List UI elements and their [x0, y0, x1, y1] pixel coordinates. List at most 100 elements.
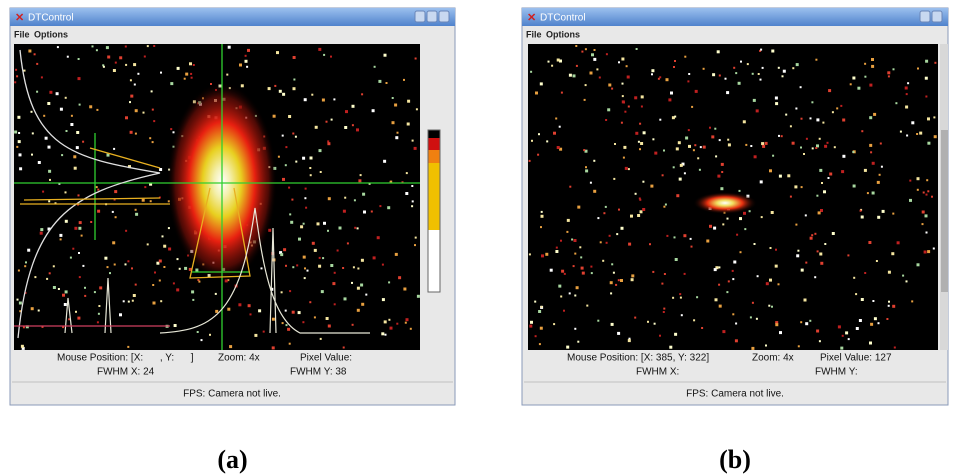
noise-pixel [740, 61, 742, 63]
noise-pixel [261, 267, 263, 269]
noise-pixel [78, 77, 81, 80]
noise-pixel [47, 102, 50, 105]
colorbar-segment [428, 230, 440, 292]
noise-pixel [871, 58, 874, 61]
noise-pixel [688, 145, 691, 148]
noise-pixel [18, 140, 21, 143]
noise-pixel [84, 287, 86, 289]
noise-pixel [814, 276, 816, 278]
noise-pixel [641, 106, 643, 108]
noise-pixel [801, 186, 803, 188]
noise-pixel [792, 142, 795, 145]
noise-pixel [125, 230, 127, 232]
noise-pixel [15, 69, 17, 71]
noise-pixel [245, 55, 247, 57]
window-button[interactable] [932, 11, 942, 22]
noise-pixel [160, 300, 162, 302]
noise-pixel [757, 275, 759, 277]
noise-pixel [371, 211, 373, 213]
scroll-thumb[interactable] [941, 130, 948, 292]
noise-pixel [571, 239, 573, 241]
noise-pixel [691, 246, 693, 248]
window-button[interactable] [439, 11, 449, 22]
noise-pixel [623, 146, 626, 149]
noise-pixel [869, 342, 872, 345]
noise-pixel [751, 347, 754, 350]
noise-pixel [27, 249, 30, 252]
noise-pixel [151, 90, 153, 92]
noise-pixel [618, 279, 620, 281]
menu-item[interactable]: Options [34, 29, 68, 39]
menu-item[interactable]: File [14, 29, 30, 39]
noise-pixel [107, 56, 110, 59]
noise-pixel [934, 135, 937, 138]
noise-pixel [282, 135, 284, 137]
noise-pixel [79, 221, 82, 224]
menu-item[interactable]: File [526, 29, 542, 39]
noise-pixel [662, 174, 664, 176]
noise-pixel [717, 50, 720, 53]
noise-pixel [125, 263, 127, 265]
noise-pixel [135, 109, 138, 112]
noise-pixel [304, 98, 307, 101]
noise-pixel [152, 284, 154, 286]
noise-pixel [228, 46, 231, 49]
noise-pixel [90, 221, 92, 223]
menu-item[interactable]: Options [546, 29, 580, 39]
noise-pixel [317, 222, 320, 225]
noise-pixel [738, 82, 741, 85]
noise-pixel [711, 135, 714, 138]
noise-pixel [144, 186, 146, 188]
noise-pixel [797, 250, 799, 252]
noise-pixel [824, 243, 826, 245]
noise-pixel [76, 146, 79, 149]
window-button[interactable] [427, 11, 437, 22]
noise-pixel [395, 136, 398, 139]
noise-pixel [888, 305, 890, 307]
noise-pixel [781, 135, 783, 137]
noise-pixel [96, 109, 98, 111]
noise-pixel [115, 216, 117, 218]
noise-pixel [817, 250, 819, 252]
noise-pixel [107, 266, 109, 268]
noise-pixel [769, 169, 772, 172]
noise-pixel [41, 76, 43, 78]
noise-pixel [282, 178, 285, 181]
noise-pixel [880, 143, 882, 145]
noise-pixel [98, 313, 100, 315]
noise-pixel [801, 269, 804, 272]
noise-pixel [34, 276, 36, 278]
noise-pixel [405, 322, 407, 324]
noise-pixel [744, 228, 746, 230]
noise-pixel [309, 167, 311, 169]
noise-pixel [285, 146, 287, 148]
noise-pixel [416, 108, 418, 110]
noise-pixel [897, 241, 900, 244]
noise-pixel [695, 90, 698, 93]
window-button[interactable] [415, 11, 425, 22]
window-button[interactable] [920, 11, 930, 22]
noise-pixel [328, 325, 331, 328]
noise-pixel [288, 115, 291, 118]
noise-pixel [841, 170, 844, 173]
noise-pixel [557, 146, 560, 149]
noise-pixel [25, 261, 27, 263]
noise-pixel [245, 60, 248, 63]
noise-pixel [859, 319, 862, 322]
noise-pixel [177, 258, 179, 260]
noise-pixel [226, 74, 228, 76]
noise-pixel [112, 211, 114, 213]
noise-pixel [61, 154, 63, 156]
noise-pixel [278, 156, 280, 158]
noise-pixel [666, 235, 668, 237]
noise-pixel [38, 161, 41, 164]
noise-pixel [357, 268, 359, 270]
noise-pixel [360, 284, 363, 287]
noise-pixel [415, 237, 417, 239]
noise-pixel [861, 298, 864, 301]
noise-pixel [679, 293, 681, 295]
noise-pixel [804, 299, 807, 302]
noise-pixel [618, 209, 620, 211]
noise-pixel [357, 227, 359, 229]
noise-pixel [557, 59, 560, 62]
